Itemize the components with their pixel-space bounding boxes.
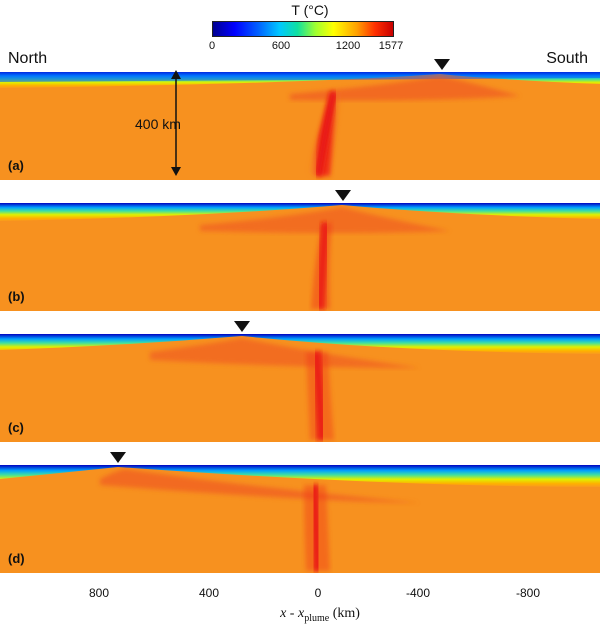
panel-c-label: (c) [8, 420, 24, 435]
panel-b-label: (b) [8, 289, 25, 304]
panel-b: (b) [0, 190, 600, 311]
x-tick-400: 400 [198, 586, 220, 600]
colorbar-title: T (°C) [291, 2, 329, 18]
x-axis-label-unit: (km) [329, 606, 360, 621]
north-label: North [8, 50, 48, 67]
panel-a: (a) [0, 59, 600, 180]
plume-marker-a [434, 59, 450, 70]
plume-marker-d [110, 452, 126, 463]
colorbar-tick-1577: 1577 [378, 40, 404, 52]
x-tick-minus-400: -400 [405, 586, 431, 600]
x-axis-label: x - xplume (km) [220, 606, 420, 624]
panel-d-temperature-field [0, 465, 600, 573]
panel-a-temperature-field [0, 72, 600, 180]
colorbar-tick-0: 0 [208, 40, 216, 52]
x-tick-800: 800 [88, 586, 110, 600]
x-axis-label-sub: plume [304, 612, 330, 624]
x-tick-minus-800: -800 [515, 586, 541, 600]
depth-scale-label: 400 km [135, 116, 181, 132]
x-axis-label-main: x - x [280, 606, 305, 621]
panel-d-label: (d) [8, 551, 25, 566]
x-tick-0: 0 [314, 586, 322, 600]
panel-a-label: (a) [8, 158, 24, 173]
plume-marker-b [335, 190, 351, 201]
panel-d: (d) [0, 452, 600, 573]
depth-scale-arrow [171, 70, 181, 176]
temperature-colorbar [212, 21, 394, 37]
panel-c: (c) [0, 321, 600, 442]
colorbar-tick-600: 600 [271, 40, 291, 52]
panel-b-temperature-field [0, 203, 600, 311]
colorbar-tick-1200: 1200 [335, 40, 361, 52]
south-label: South [546, 50, 588, 67]
panel-c-temperature-field [0, 334, 600, 442]
plume-marker-c [234, 321, 250, 332]
